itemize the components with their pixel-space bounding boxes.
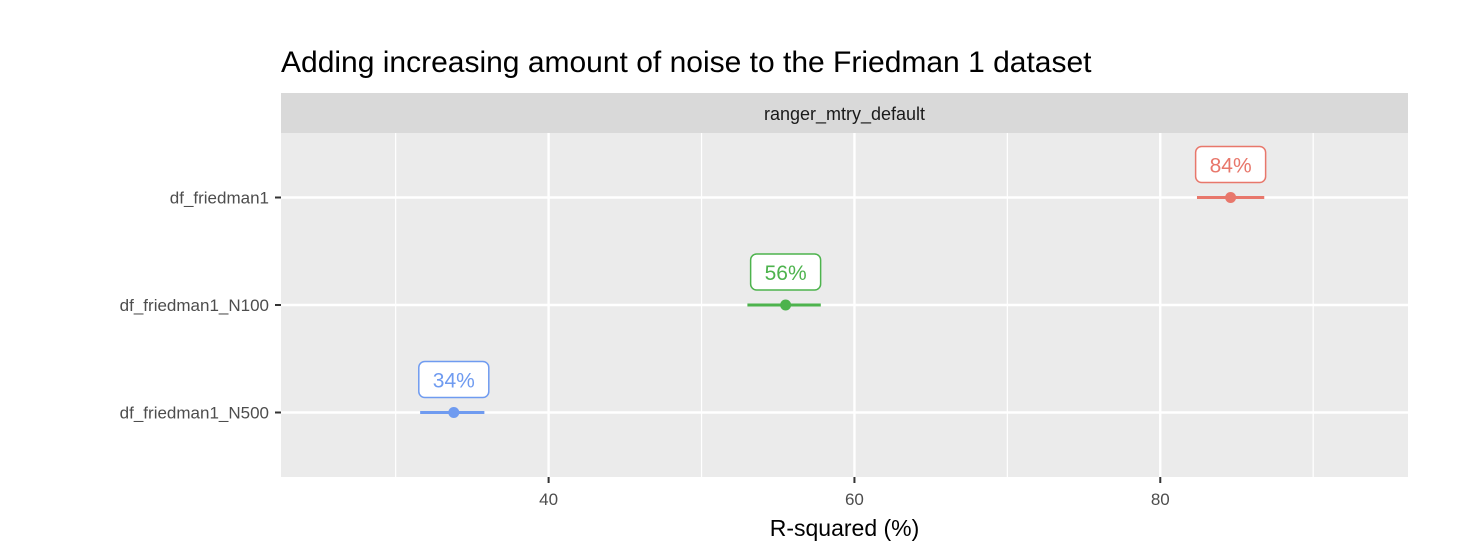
facet-strip [281, 93, 1408, 133]
y-tick-label: df_friedman1_N500 [120, 404, 269, 423]
data-label: 56% [765, 262, 807, 285]
data-point [780, 299, 792, 311]
facet-label: ranger_mtry_default [764, 104, 925, 125]
data-label: 84% [1210, 155, 1252, 178]
data-marks: 84% 56% 34% [418, 145, 1267, 418]
x-tick-label: 80 [1151, 490, 1170, 509]
x-tick-label: 60 [845, 490, 864, 509]
y-axis: df_friedman1 df_friedman1_N100 df_friedman… [120, 189, 281, 423]
x-axis: 40 60 80 [539, 477, 1170, 509]
chart-title: Adding increasing amount of noise to the… [281, 46, 1092, 79]
data-point [1225, 192, 1237, 203]
data-label: 34% [433, 370, 475, 393]
y-tick-label: df_friedman1_N100 [120, 296, 269, 315]
data-point [448, 407, 460, 418]
y-tick-label: df_friedman1 [170, 189, 269, 208]
data-label-box [749, 253, 822, 291]
data-label-box [1194, 145, 1267, 184]
x-axis-title: R-squared (%) [770, 515, 920, 541]
data-label-box [418, 360, 490, 399]
x-tick-label: 40 [539, 490, 558, 509]
